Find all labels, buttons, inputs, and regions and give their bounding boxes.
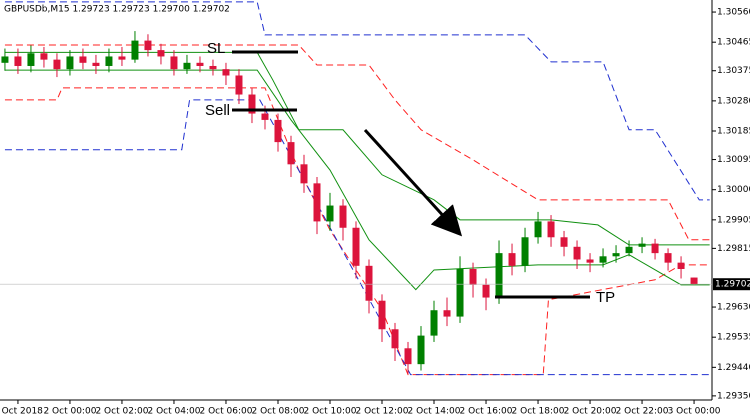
- candle-body: [443, 310, 451, 317]
- x-tick-label: 2 Oct 06:00: [200, 407, 253, 417]
- x-tick-label: 2 Oct 2018: [0, 407, 43, 417]
- x-tick-label: 3 Oct 00:00: [668, 407, 721, 417]
- candle-body: [261, 113, 269, 120]
- candle-body: [573, 246, 581, 260]
- candle-body: [560, 237, 568, 247]
- y-tick-label: 1.29905: [717, 215, 750, 225]
- candle-body: [53, 59, 61, 70]
- candle-body: [248, 94, 256, 114]
- candle-body: [430, 310, 438, 336]
- candle-body: [183, 62, 191, 70]
- candle-body: [144, 40, 152, 51]
- candle-body: [677, 262, 685, 269]
- candle-body: [521, 237, 529, 266]
- chart-title: GBPUSDb,M15 1.29723 1.29723 1.29700 1.29…: [4, 5, 230, 15]
- candle-body: [378, 300, 386, 330]
- candle-body: [534, 221, 542, 238]
- candle-body: [313, 183, 321, 222]
- candle-body: [157, 50, 165, 57]
- annotation: SL: [207, 40, 225, 57]
- candle-body: [79, 56, 87, 63]
- candle-body: [469, 268, 477, 285]
- candle-body: [66, 56, 74, 70]
- candle-body: [456, 268, 464, 317]
- candle-body: [339, 205, 347, 228]
- x-tick-label: 2 Oct 14:00: [408, 407, 461, 417]
- y-tick-label: 1.30465: [717, 38, 750, 48]
- annotation: Sell: [205, 102, 230, 119]
- y-tick-label: 1.30280: [717, 96, 750, 106]
- y-tick-label: 1.30560: [717, 8, 750, 18]
- candle-body: [599, 256, 607, 263]
- candle-body: [547, 221, 555, 238]
- plot-area: [1, 1, 710, 376]
- candle-body: [196, 62, 204, 66]
- channel-line: [4, 1, 710, 201]
- x-tick-label: 2 Oct 00:00: [43, 407, 96, 417]
- channel-line: [4, 69, 710, 291]
- candle-body: [235, 75, 243, 95]
- arrow: [363, 128, 463, 237]
- x-tick-label: 2 Oct 20:00: [564, 407, 617, 417]
- candle-body: [508, 253, 516, 266]
- candle-body: [300, 164, 308, 184]
- x-tick-label: 2 Oct 10:00: [304, 407, 357, 417]
- x-tick-label: 2 Oct 02:00: [95, 407, 148, 417]
- candle-body: [352, 227, 360, 266]
- y-tick-label: 1.30375: [717, 66, 750, 76]
- candle-body: [404, 348, 412, 365]
- candle-body: [391, 329, 399, 349]
- last-price-label: 1.29702: [715, 280, 750, 290]
- x-tick-label: 2 Oct 22:00: [616, 407, 669, 417]
- last-price-box: [713, 278, 750, 291]
- channel-line: [4, 99, 710, 376]
- candle-body: [131, 40, 139, 60]
- candle-body: [27, 53, 35, 66]
- candle-body: [664, 253, 672, 263]
- channel-line: [4, 51, 710, 246]
- candle-body: [274, 119, 282, 143]
- candle-body: [209, 65, 217, 70]
- y-tick-label: 1.29535: [717, 333, 750, 343]
- candle-body: [612, 253, 620, 257]
- y-tick-label: 1.29440: [717, 363, 750, 373]
- candle-body: [14, 56, 22, 66]
- x-tick-label: 2 Oct 08:00: [252, 407, 305, 417]
- channel-line: [4, 44, 710, 241]
- candle-body: [105, 56, 113, 66]
- candle-body: [690, 277, 698, 285]
- candle-body: [625, 246, 633, 254]
- candle-body: [482, 284, 490, 298]
- x-tick-label: 2 Oct 18:00: [512, 407, 565, 417]
- x-tick-label: 2 Oct 12:00: [356, 407, 409, 417]
- candle-body: [222, 69, 230, 76]
- candle-body: [417, 335, 425, 365]
- candle-body: [586, 259, 594, 263]
- candle-body: [365, 265, 373, 301]
- candle-body: [170, 56, 178, 70]
- y-tick-label: 1.29630: [717, 303, 750, 313]
- y-tick-label: 1.30095: [717, 155, 750, 165]
- candle-body: [326, 205, 334, 222]
- y-tick-label: 1.29350: [717, 391, 750, 401]
- candle-body: [1, 56, 9, 63]
- candle-body: [40, 53, 48, 60]
- x-tick-label: 2 Oct 04:00: [147, 407, 200, 417]
- candle-body: [651, 243, 659, 254]
- candle-body: [118, 56, 126, 60]
- y-tick-label: 1.29815: [717, 244, 750, 254]
- y-tick-label: 1.30000: [717, 185, 750, 195]
- candle-body: [638, 243, 646, 247]
- candle-body: [495, 253, 503, 298]
- candle-body: [92, 62, 100, 66]
- annotation: TP: [596, 289, 615, 306]
- y-tick-label: 1.30185: [717, 127, 750, 137]
- candle-body: [287, 142, 295, 165]
- x-tick-label: 2 Oct 16:00: [460, 407, 513, 417]
